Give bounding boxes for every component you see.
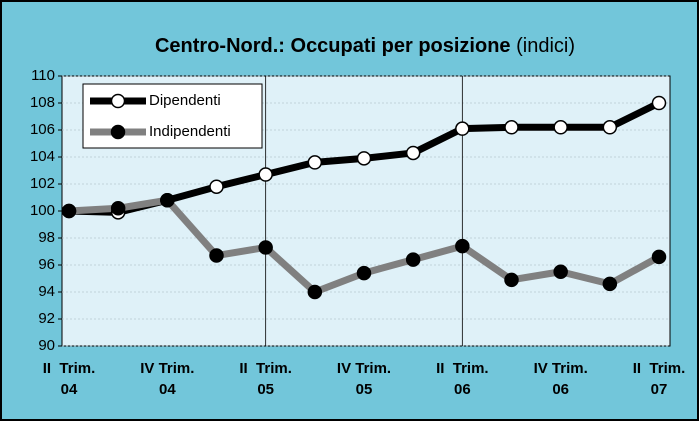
marker — [553, 120, 568, 135]
x-tick-label: II Trim. 07 — [632, 360, 686, 398]
marker — [405, 252, 421, 267]
marker — [405, 145, 421, 161]
marker — [61, 203, 77, 219]
y-tick-label: 108 — [30, 94, 55, 111]
y-tick-label: 110 — [31, 67, 55, 84]
marker — [356, 151, 372, 166]
y-tick-label: 96 — [38, 256, 55, 273]
legend-label: Indipendenti — [149, 123, 231, 140]
x-tick-label: II Trim. 05 — [239, 360, 292, 398]
marker — [504, 120, 519, 135]
x-tick-label: IV Trim. 06 — [533, 360, 588, 398]
marker — [602, 276, 618, 292]
marker — [258, 240, 273, 255]
x-tick-label: IV Trim. 04 — [140, 360, 195, 398]
y-tick-label: 104 — [30, 148, 55, 165]
legend-marker — [110, 124, 126, 140]
y-tick-label: 90 — [38, 337, 55, 354]
marker — [651, 249, 667, 265]
y-tick-label: 100 — [30, 202, 55, 219]
x-tick-label: II Trim. 06 — [436, 360, 489, 398]
marker — [651, 95, 667, 111]
marker — [455, 238, 470, 254]
y-tick-label: 92 — [38, 310, 55, 327]
marker — [110, 201, 126, 216]
title: Centro-Nord.: Occupati per posizione — [155, 35, 511, 57]
marker — [356, 265, 372, 281]
marker — [504, 272, 519, 288]
y-tick-label: 106 — [30, 121, 55, 138]
marker — [455, 121, 470, 136]
subtitle: (indici) — [516, 35, 575, 57]
chart-title: Centro-Nord.: Occupati per posizione (in… — [155, 35, 575, 57]
marker — [209, 248, 224, 263]
legend-box — [82, 83, 263, 149]
marker — [307, 155, 323, 170]
y-tick-label: 94 — [38, 283, 55, 300]
marker — [307, 284, 323, 300]
legend-label: Dipendenti — [149, 92, 221, 109]
x-tick-label: II Trim. 04 — [42, 360, 96, 398]
marker — [553, 264, 568, 279]
x-tick-label: IV Trim. 05 — [336, 360, 392, 398]
marker — [209, 179, 224, 194]
marker — [602, 120, 618, 135]
y-tick-label: 102 — [30, 175, 55, 192]
legend-marker — [110, 93, 126, 109]
marker — [160, 192, 175, 208]
y-tick-label: 98 — [38, 229, 55, 246]
marker — [258, 167, 273, 182]
